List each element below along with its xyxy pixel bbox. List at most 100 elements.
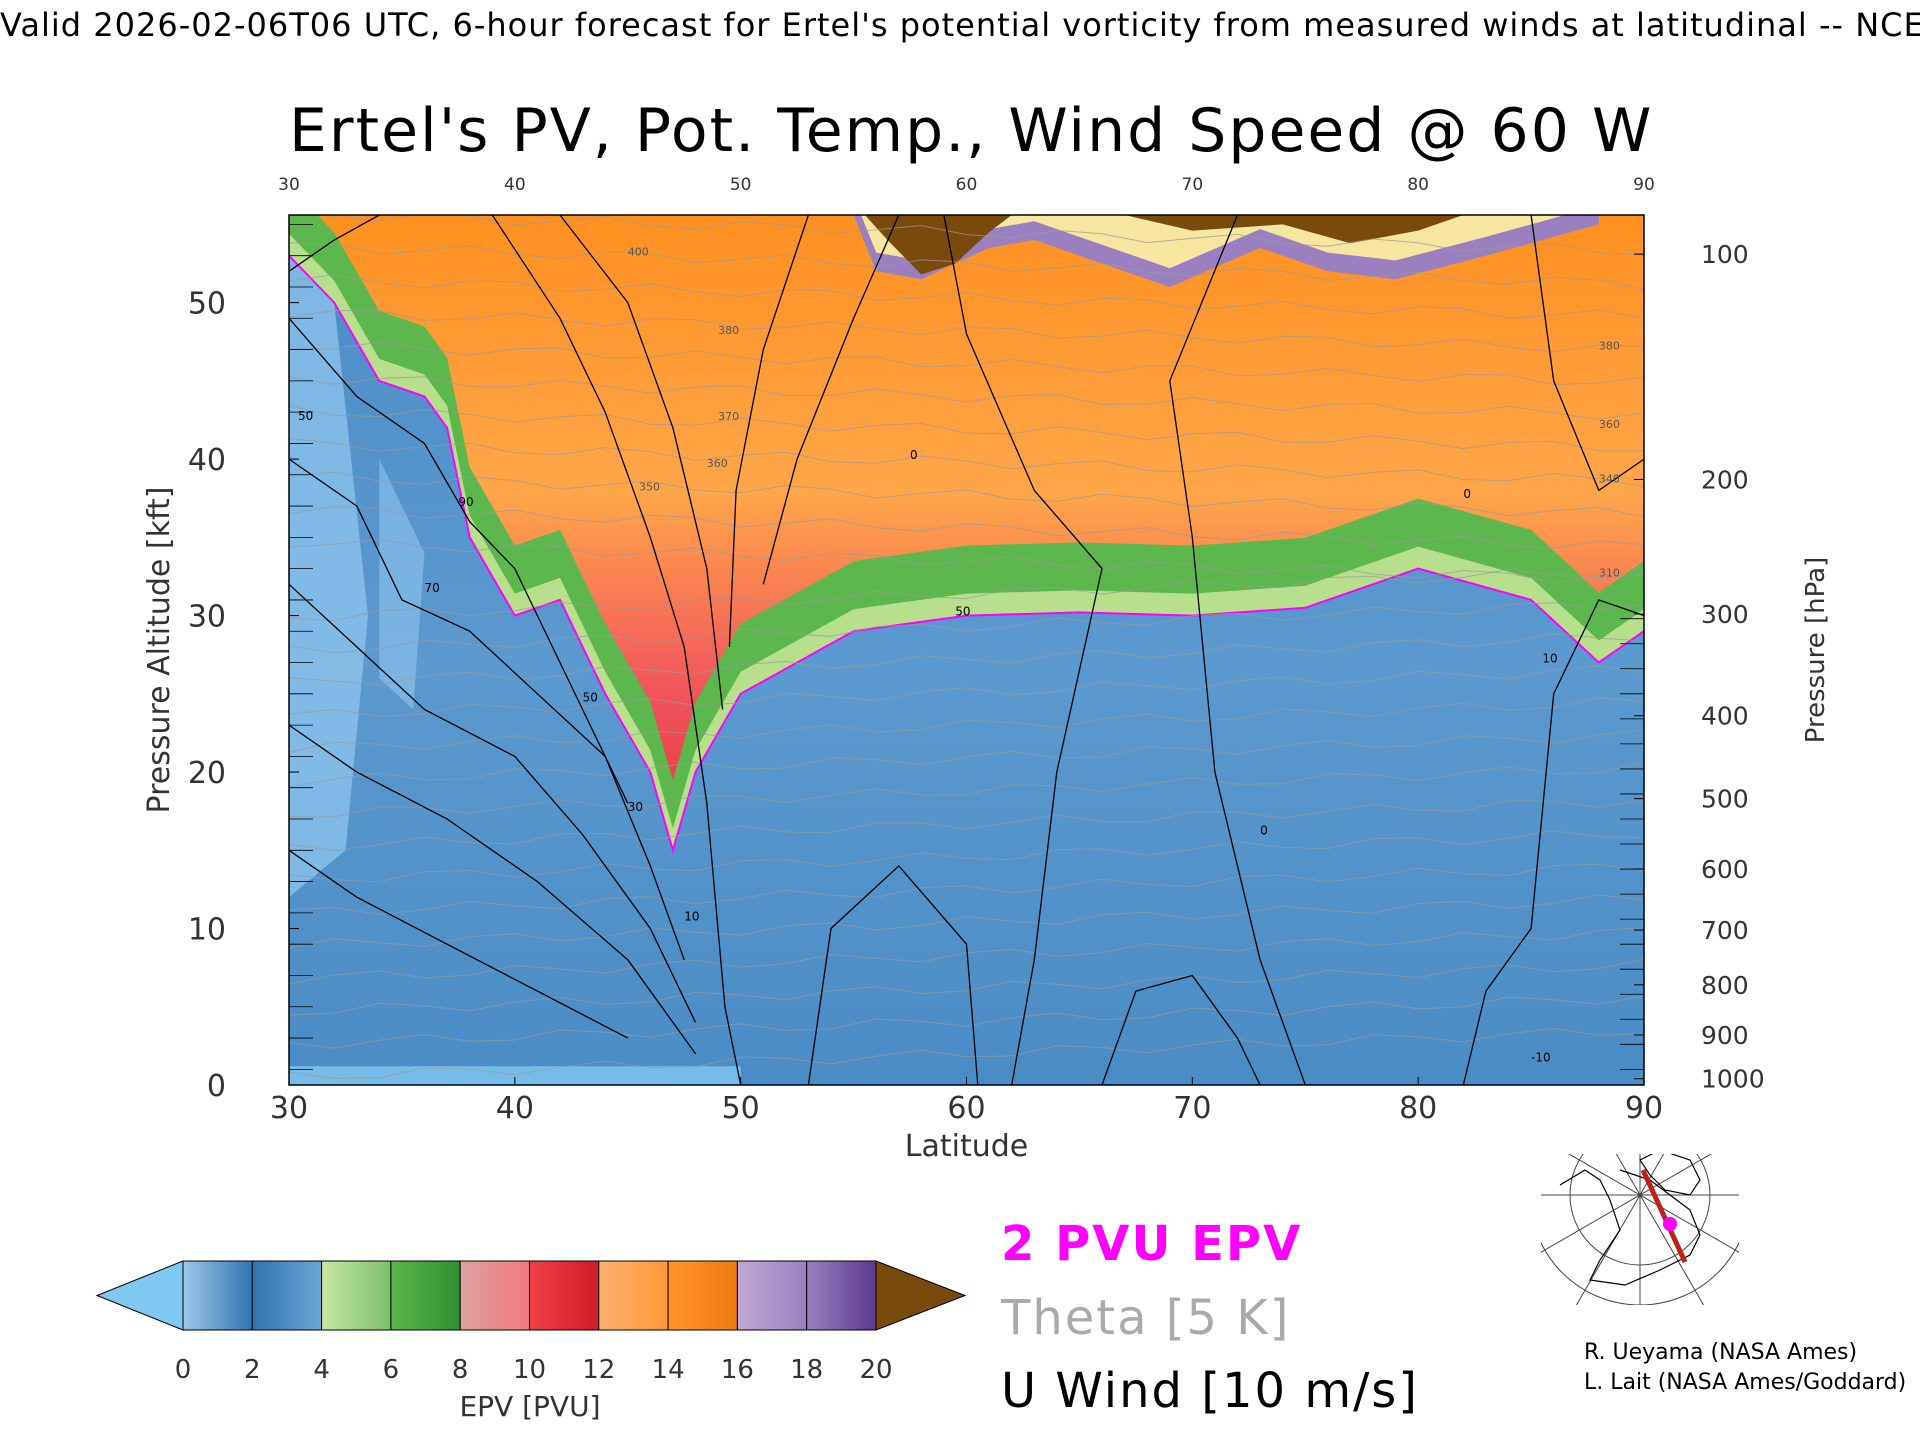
theta-label: 400 (628, 246, 649, 259)
pressure-tick-label: 900 (1701, 1021, 1749, 1050)
surface-low-pv (289, 1066, 741, 1085)
colorbar-tick-label: 14 (652, 1355, 685, 1385)
u-wind-contour (289, 317, 629, 804)
theta-contour (289, 602, 1644, 654)
y-tick-label: 30 (188, 600, 226, 635)
inset-section-line (1640, 1168, 1688, 1264)
u-wind-label: 70 (425, 581, 440, 595)
u-wind-label: 0 (910, 448, 918, 462)
theta-contour (289, 894, 1644, 949)
x-tick-label: 30 (270, 1091, 308, 1126)
u-wind-contour (559, 215, 724, 710)
pressure-tick-label: 200 (1701, 465, 1749, 494)
x-tick-label: 90 (1625, 1091, 1663, 1126)
pressure-tick-label: 1000 (1701, 1065, 1765, 1094)
theta-contour (289, 729, 1644, 788)
u-wind-contour (762, 215, 900, 585)
theta-contour (289, 405, 1644, 452)
theta-contour (289, 633, 1644, 686)
y-tick-label: 0 (207, 1069, 226, 1104)
brown-pv-region-1 (864, 215, 1012, 275)
x-top-tick-label: 50 (730, 175, 752, 195)
theta-label: 310 (1599, 566, 1620, 579)
x-tick-label: 50 (722, 1091, 760, 1126)
low-pv-patch-west (289, 255, 368, 898)
colorbar-bin (459, 1260, 531, 1331)
pressure-tick-label: 400 (1701, 702, 1749, 731)
x-tick-label: 70 (1173, 1091, 1211, 1126)
colorbar-bin (182, 1260, 253, 1331)
colorbar-tick-label: 20 (859, 1355, 892, 1385)
colorbar-label: EPV [PVU] (459, 1390, 600, 1423)
u-wind-label: 90 (458, 495, 473, 509)
theta-contour (289, 505, 1644, 549)
u-wind-label: -10 (1531, 1051, 1551, 1065)
theta-contour (289, 927, 1644, 985)
u-wind-label: 0 (1463, 487, 1471, 501)
y-tick-label: 40 (188, 443, 226, 478)
inset-coastline (1559, 1169, 1701, 1286)
colorbar-bin (321, 1260, 392, 1331)
colorbar-tick-label: 12 (582, 1355, 615, 1385)
colorbar-bin (251, 1260, 323, 1331)
colorbar-bin (390, 1260, 461, 1331)
u-wind-contour (1169, 215, 1306, 1085)
colorbar-bin (736, 1260, 808, 1331)
brown-pv-region-2 (1124, 215, 1464, 244)
theta-contour (289, 341, 1644, 386)
x-tick-label: 80 (1399, 1091, 1437, 1126)
theta-contour (289, 762, 1644, 818)
credit-lait: L. Lait (NASA Ames/Goddard) (1584, 1370, 1907, 1395)
legend-theta: Theta [5 K] (1001, 1290, 1291, 1346)
legend-wind: U Wind [10 m/s] (1001, 1363, 1420, 1419)
theta-contour (289, 242, 1644, 290)
y2-axis-label: Pressure [hPa] (1801, 557, 1831, 744)
x-tick-label: 40 (496, 1091, 534, 1126)
u-wind-label: 10 (1542, 652, 1557, 666)
pressure-tick-label: 100 (1701, 240, 1749, 269)
theta-contour (289, 309, 1644, 353)
theta-contour (289, 799, 1644, 852)
colorbar-bin (806, 1260, 877, 1331)
x-top-tick-label: 80 (1407, 175, 1429, 195)
theta-contour (289, 665, 1644, 717)
colorbar-tick-label: 18 (790, 1355, 823, 1385)
theta-contour (289, 376, 1644, 420)
colorbar-bin (529, 1260, 600, 1331)
credit-ueyama: R. Ueyama (NASA Ames) (1584, 1340, 1858, 1365)
u-wind-contour (1462, 599, 1644, 1085)
u-wind-contour (289, 849, 629, 1039)
forecast-header: Valid 2026-02-06T06 UTC, 6-hour forecast… (0, 6, 1920, 44)
theta-contour (289, 995, 1644, 1049)
colorbar-bin (598, 1260, 669, 1331)
theta-contour (322, 215, 1644, 256)
colorbar-tick-label: 0 (175, 1355, 192, 1385)
u-wind-label: 30 (628, 800, 643, 814)
y-axis-label: Pressure Altitude [kft] (142, 487, 177, 814)
y-tick-label: 20 (188, 756, 226, 791)
theta-contour (289, 1027, 1644, 1079)
theta-label: 360 (1599, 418, 1620, 431)
pvu-2-contour (289, 255, 1644, 854)
theta-label: 380 (1599, 340, 1620, 353)
u-wind-contour (491, 215, 742, 1085)
x-top-tick-label: 40 (504, 175, 526, 195)
green-pv-band (289, 215, 1644, 851)
y-tick-label: 10 (188, 913, 226, 948)
theta-contour (289, 863, 1644, 916)
colorbar-bin (667, 1260, 738, 1331)
u-wind-contour (289, 215, 380, 272)
pressure-tick-label: 300 (1701, 600, 1749, 629)
u-wind-contour (289, 583, 697, 1023)
u-wind-contour (289, 458, 685, 961)
u-wind-contour (807, 864, 979, 1085)
colorbar-tick-label: 16 (721, 1355, 754, 1385)
pressure-tick-label: 700 (1701, 916, 1749, 945)
u-wind-contour (1530, 215, 1644, 492)
u-wind-label: 0 (1260, 824, 1268, 838)
u-wind-label: 50 (583, 691, 598, 705)
troposphere-field (289, 255, 1644, 1085)
x-top-tick-label: 30 (278, 175, 300, 195)
theta-label: 340 (1599, 473, 1620, 486)
